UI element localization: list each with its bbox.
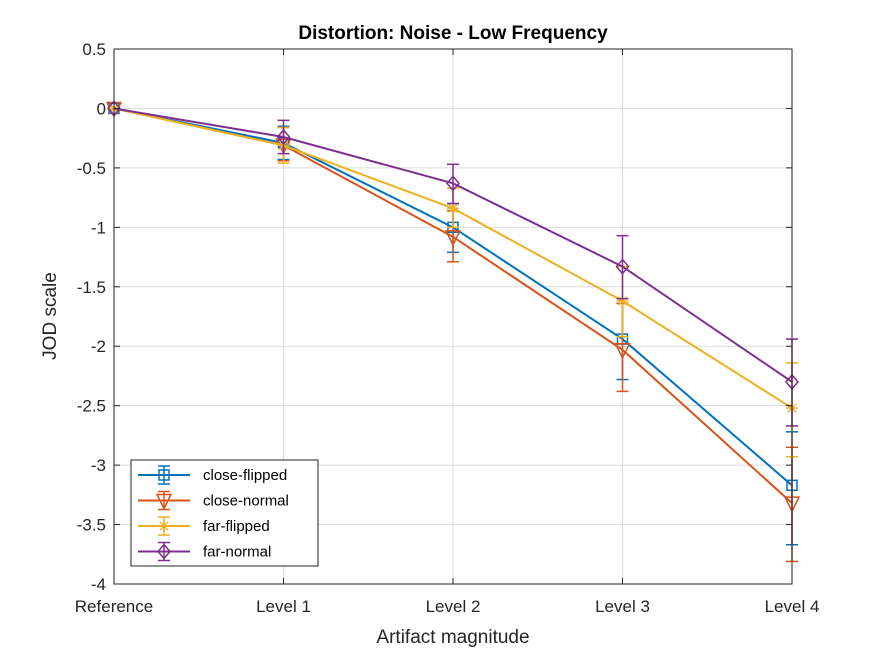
y-tick-label: -1 xyxy=(91,218,106,237)
legend-entry: far-flipped xyxy=(138,516,270,536)
legend-marker xyxy=(158,469,170,481)
y-tick-label: -3.5 xyxy=(77,516,106,535)
series-line xyxy=(113,107,793,383)
y-tick-label: -2 xyxy=(91,337,106,356)
legend-marker xyxy=(158,520,170,532)
x-tick-label: Level 4 xyxy=(765,597,820,616)
legend-box xyxy=(130,459,319,567)
y-tick-label: 0.5 xyxy=(82,40,106,59)
y-tick-label: 0 xyxy=(97,99,106,118)
legend-marker xyxy=(155,493,173,511)
legend-entry: close-normal xyxy=(138,490,289,511)
legend-entry: close-flipped xyxy=(138,465,287,485)
data-point xyxy=(616,295,629,308)
y-tick-label: -4 xyxy=(91,575,106,594)
data-point xyxy=(447,202,459,215)
x-tick-label: Level 1 xyxy=(256,597,311,616)
y-tick-label: -3 xyxy=(91,456,106,475)
data-point xyxy=(446,175,460,192)
x-tick-label: Level 3 xyxy=(595,597,650,616)
y-tick-label: -0.5 xyxy=(77,159,106,178)
y-axis-label: JOD scale xyxy=(40,272,61,360)
legend-label: far-flipped xyxy=(203,518,270,535)
data-point xyxy=(614,343,631,360)
chart-title: Distortion: Noise - Low Frequency xyxy=(298,23,608,44)
legend-label: close-flipped xyxy=(203,467,287,484)
y-tick-label: -1.5 xyxy=(77,278,106,297)
x-axis-label: Artifact magnitude xyxy=(376,627,529,648)
x-tick-label: Level 2 xyxy=(426,597,481,616)
data-point xyxy=(444,230,462,247)
legend: close-flipped close-normal far-flipped far-… xyxy=(130,459,319,567)
axes-layer: 0.5 0 -0.5 -1 -1.5 -2 -2.5 -3 -3.5 -4 Reference Lev… xyxy=(75,40,820,616)
y-tick-label: -2.5 xyxy=(77,397,106,416)
legend-entry: far-normal xyxy=(138,541,271,562)
legend-label: far-normal xyxy=(203,544,271,561)
legend-label: close-normal xyxy=(203,493,289,510)
legend-marker xyxy=(157,543,171,560)
data-point xyxy=(276,128,291,146)
data-point xyxy=(615,258,630,275)
x-tick-label: Reference xyxy=(75,597,153,616)
